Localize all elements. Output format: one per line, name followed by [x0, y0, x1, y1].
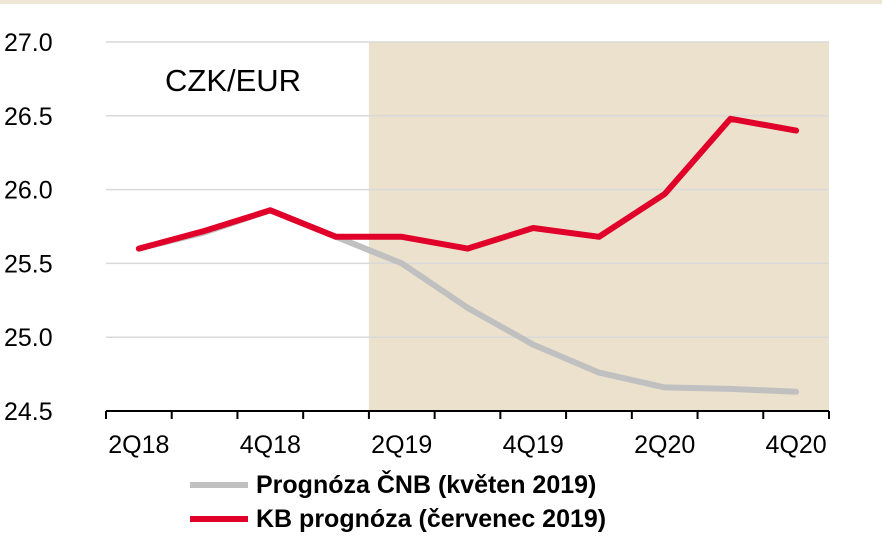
legend: Prognóza ČNB (květen 2019) KB prognóza (… [190, 468, 606, 536]
y-tick-label: 26.5 [4, 103, 53, 131]
top-border [0, 0, 882, 4]
y-tick-label: 26.0 [4, 177, 53, 205]
legend-swatch-kb [190, 516, 248, 522]
x-tick-label: 4Q19 [503, 431, 564, 459]
x-tick-label: 4Q18 [240, 431, 301, 459]
legend-label-cnb: Prognóza ČNB (květen 2019) [256, 470, 597, 499]
x-tick-label: 2Q18 [108, 431, 169, 459]
x-tick-label: 2Q19 [371, 431, 432, 459]
y-tick-label: 24.5 [4, 398, 53, 426]
gridlines [106, 41, 829, 338]
y-tick-labels: 27.0 26.5 26.0 25.5 25.0 24.5 [4, 29, 53, 426]
forecast-shaded-area [368, 42, 829, 411]
legend-item-cnb: Prognóza ČNB (květen 2019) [190, 468, 606, 502]
series-lines [135, 115, 800, 395]
legend-label-kb: KB prognóza (červenec 2019) [256, 504, 607, 533]
y-tick-label: 27.0 [4, 29, 53, 57]
x-tick-label: 4Q20 [766, 431, 827, 459]
y-tick-label: 25.5 [4, 250, 53, 278]
y-tick-label: 25.0 [4, 324, 53, 352]
axes [105, 410, 830, 419]
x-tick-label: 2Q20 [634, 431, 695, 459]
series-line-kb [135, 115, 800, 252]
x-tick-labels: 2Q18 4Q18 2Q19 4Q19 2Q20 4Q20 [108, 431, 826, 459]
currency-pair-label: CZK/EUR [165, 63, 301, 98]
legend-item-kb: KB prognóza (červenec 2019) [190, 502, 606, 536]
legend-swatch-cnb [190, 482, 248, 488]
